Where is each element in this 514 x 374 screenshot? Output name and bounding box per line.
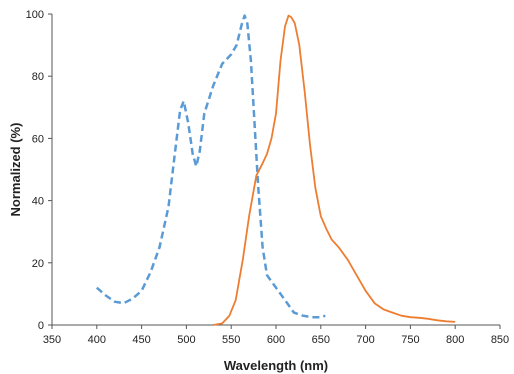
series-layer <box>95 14 456 326</box>
x-tick-label: 750 <box>401 334 419 346</box>
plot-area: 350 400 450 500 550 600 650 700 750 800 850 0 20 40 6… <box>26 9 510 346</box>
y-tick-label: 0 <box>38 320 44 332</box>
series-line-2 <box>213 14 456 326</box>
y-axis-title: Normalized (%) <box>8 123 23 217</box>
y-tick-label: 80 <box>32 71 44 83</box>
x-tick-label: 800 <box>446 334 464 346</box>
x-tick-label: 400 <box>88 334 106 346</box>
x-tick-label: 550 <box>222 334 240 346</box>
x-tick-label: 500 <box>177 334 195 346</box>
y-axis-ticks: 0 20 40 60 80 100 <box>26 9 52 332</box>
x-tick-label: 450 <box>132 334 150 346</box>
y-tick-label: 40 <box>32 196 44 208</box>
y-tick-label: 100 <box>26 9 44 21</box>
x-axis-ticks: 350 400 450 500 550 600 650 700 750 800 850 <box>43 325 509 346</box>
x-tick-label: 600 <box>267 334 285 346</box>
y-tick-label: 20 <box>32 258 44 270</box>
y-tick-label: 60 <box>32 133 44 145</box>
x-tick-label: 350 <box>43 334 61 346</box>
x-tick-label: 850 <box>491 334 509 346</box>
x-axis-title: Wavelength (nm) <box>224 358 328 373</box>
x-tick-label: 650 <box>312 334 330 346</box>
x-tick-label: 700 <box>356 334 374 346</box>
series-line-1 <box>95 14 326 319</box>
